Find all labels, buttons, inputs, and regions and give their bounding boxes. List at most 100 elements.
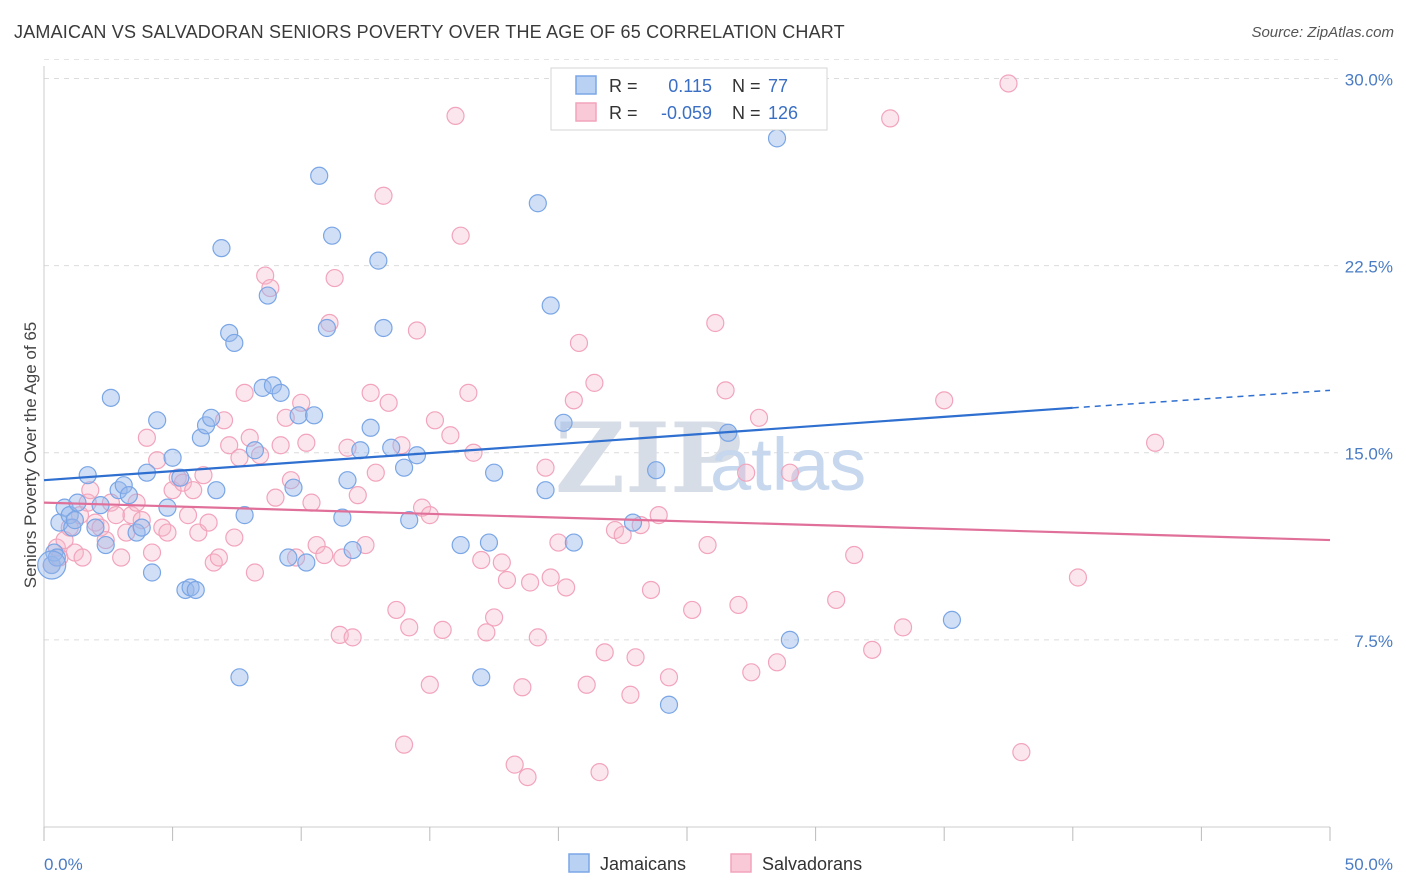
- jamaican-point: [148, 411, 167, 430]
- salvadoran-point: [729, 595, 748, 615]
- jamaican-point: [279, 548, 298, 567]
- jamaican-point: [310, 166, 329, 185]
- jamaican-point: [780, 630, 799, 649]
- salvadoran-point: [250, 446, 270, 465]
- salvadoran-point: [433, 620, 452, 639]
- jamaican-point: [382, 438, 401, 457]
- salvadoran-point: [302, 493, 321, 512]
- jamaican-point: [212, 239, 231, 258]
- jamaican-point: [78, 466, 97, 485]
- jamaican-point: [186, 580, 205, 600]
- jamaican-point: [394, 458, 414, 477]
- y-tick-label: 7.5%: [1354, 632, 1393, 651]
- jamaican-point: [451, 535, 470, 555]
- salvadoran-point: [827, 590, 846, 610]
- salvadoran-point: [742, 663, 761, 682]
- salvadoran-point: [158, 523, 177, 542]
- jamaican-point: [220, 323, 239, 343]
- jamaican-point: [343, 540, 362, 560]
- salvadoran-point: [184, 481, 203, 500]
- salvadoran-point: [307, 535, 326, 555]
- jamaican-point: [132, 518, 151, 537]
- stats-legend: R = 0.115 N = 77 R = -0.059 N = 126: [550, 67, 828, 131]
- bottom-legend-swatch-jamaican: [568, 853, 590, 873]
- salvadoran-point: [142, 543, 162, 562]
- salvadoran-point: [451, 226, 470, 245]
- salvadoran-point: [881, 109, 900, 128]
- salvadoran-point: [505, 755, 524, 774]
- salvadoran-point: [441, 426, 460, 445]
- jamaican-point: [472, 668, 491, 687]
- salvadoran-point: [374, 186, 393, 205]
- bottom-legend-jamaicans: Jamaicans: [600, 854, 686, 874]
- salvadoran-point: [1068, 568, 1088, 587]
- jamaican-points: [37, 129, 962, 714]
- series-legend: Jamaicans Salvadorans: [568, 853, 862, 874]
- salvadoran-point: [281, 471, 301, 490]
- salvadoran-point: [286, 548, 306, 567]
- jamaican-point: [207, 481, 226, 500]
- salvadoran-point: [297, 433, 316, 452]
- salvadoran-point: [420, 675, 439, 694]
- jamaican-point: [338, 471, 357, 490]
- jamaican-point: [65, 511, 84, 530]
- salvadoran-point: [173, 473, 192, 492]
- salvadoran-trend-line: [43, 501, 1331, 542]
- salvadoran-point: [194, 466, 213, 485]
- salvadoran-point: [621, 685, 640, 704]
- jamaican-point: [63, 518, 82, 537]
- x-tick-label-max: 50.0%: [1345, 855, 1393, 874]
- jamaican-point: [564, 533, 583, 552]
- jamaican-point: [142, 563, 162, 582]
- legend-n-value-2: 126: [768, 103, 798, 123]
- salvadoran-point: [148, 451, 167, 470]
- salvadoran-point: [935, 391, 954, 410]
- jamaican-point: [528, 194, 547, 213]
- salvadoran-point: [716, 381, 735, 400]
- legend-r-value-1: 0.115: [668, 76, 712, 96]
- salvadoran-point: [585, 373, 604, 392]
- legend-swatch-salvadoran: [575, 102, 597, 122]
- salvadoran-point: [513, 678, 532, 697]
- salvadoran-point: [178, 506, 198, 525]
- jamaican-point: [271, 383, 290, 402]
- jamaican-trend-line: [43, 406, 1073, 482]
- salvadoran-point: [361, 383, 380, 402]
- jamaican-point: [485, 463, 504, 482]
- salvadoran-point: [780, 463, 799, 482]
- salvadoran-point: [261, 278, 280, 298]
- salvadoran-point: [737, 463, 756, 482]
- jamaican-point: [114, 476, 133, 495]
- salvadoran-point: [626, 648, 645, 667]
- salvadoran-point: [595, 643, 614, 662]
- salvadoran-point: [387, 600, 406, 620]
- salvadoran-point: [1012, 743, 1031, 762]
- jamaican-point: [96, 535, 115, 555]
- salvadoran-point: [485, 608, 504, 627]
- salvadoran-point: [446, 106, 465, 126]
- jamaican-point: [263, 376, 283, 395]
- salvadoran-point: [464, 443, 483, 462]
- salvadoran-point: [366, 463, 385, 482]
- jamaican-point: [86, 518, 105, 537]
- y-axis-label: Seniors Poverty Over the Age of 65: [21, 322, 40, 588]
- jamaican-point: [284, 478, 303, 497]
- salvadoran-point: [683, 600, 702, 620]
- salvadoran-point: [343, 628, 362, 647]
- jamaican-point: [47, 548, 66, 567]
- salvadoran-point: [412, 498, 432, 517]
- jamaican-point: [361, 418, 380, 437]
- jamaican-point: [158, 498, 177, 517]
- salvadoran-point: [127, 493, 146, 512]
- jamaican-point: [119, 486, 138, 505]
- salvadoran-point: [1146, 433, 1165, 452]
- salvadoran-point: [425, 411, 445, 430]
- jamaican-point: [171, 468, 190, 487]
- jamaican-point: [258, 286, 277, 305]
- trend-lines: [43, 389, 1331, 542]
- salvadoran-point: [245, 563, 265, 582]
- watermark: ZIP atlas: [555, 402, 866, 515]
- jamaican-point: [101, 388, 120, 407]
- legend-r-value-2: -0.059: [661, 103, 712, 123]
